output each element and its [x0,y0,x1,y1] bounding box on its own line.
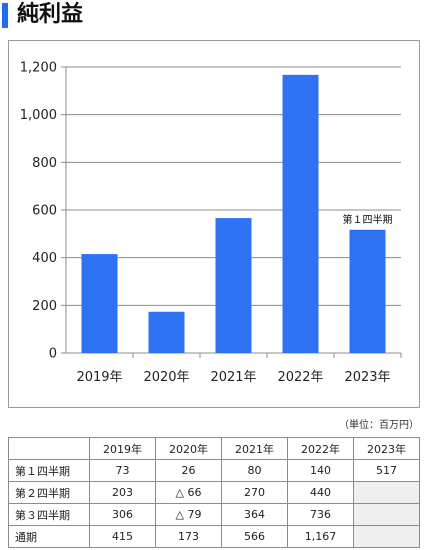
x-tick-label: 2019年 [76,370,122,385]
table-cell: 364 [221,503,288,526]
table-row: 第１四半期 73 26 80 140 517 [8,459,420,482]
table-row-header: 第２四半期 [8,481,90,504]
table-cell [353,525,420,548]
bar-annotation: 第１四半期 [343,213,393,226]
bar-2021年 [215,218,252,353]
bar-2019年 [81,254,118,353]
table-column-header: 2021年 [221,437,288,460]
table-cell: △ 66 [155,481,222,504]
table-row: 第３四半期 306 △ 79 364 736 [8,503,420,526]
table-cell [353,481,420,504]
x-tick-label: 2023年 [344,370,390,385]
data-table: 2019年 2020年 2021年 2022年 2023年 第１四半期 73 26 80 140… [8,437,420,548]
table-cell: 566 [221,525,288,548]
table-cell: 306 [89,503,156,526]
table-column-header: 2019年 [89,437,156,460]
bar-2023年 [349,229,386,353]
y-tick-label: 400 [32,251,57,266]
table-row-header: 第１四半期 [8,459,90,482]
y-tick-label: 600 [32,204,57,219]
table-row: 通期 415 173 566 1,167 [8,525,420,548]
table-row: 第２四半期 203 △ 66 270 440 [8,481,420,504]
table-cell: 736 [287,503,354,526]
table-cell: 140 [287,459,354,482]
y-tick-label: 1,200 [20,61,57,76]
table-row-header: 第３四半期 [8,503,90,526]
table-cell: 415 [89,525,156,548]
table-cell: 73 [89,459,156,482]
table-cell: △ 79 [155,503,222,526]
page-header: 純利益 [0,0,427,30]
table-header-row: 2019年 2020年 2021年 2022年 2023年 [8,437,420,460]
table-cell: 80 [221,459,288,482]
table-cell: 1,167 [287,525,354,548]
x-tick-label: 2021年 [210,370,256,385]
table-column-header: 2022年 [287,437,354,460]
table-cell: 270 [221,481,288,504]
table-column-header: 2023年 [353,437,420,460]
x-tick-label: 2022年 [277,370,323,385]
unit-note: （単位：百万円） [339,420,419,431]
x-tick-label: 2020年 [143,370,189,385]
bar-2022年 [282,74,319,354]
chart-panel: 0 200 400 600 800 1,000 1,200 2019年 2020年 2021年 20… [8,40,420,408]
title-accent-bar [2,3,8,28]
table-cell: 203 [89,481,156,504]
bar-chart: 0 200 400 600 800 1,000 1,200 2019年 2020年 2021年 20… [20,61,402,385]
y-tick-label: 0 [49,347,57,362]
table-cell: 517 [353,459,420,482]
y-tick-label: 800 [32,156,57,171]
table-cell [353,503,420,526]
y-tick-label: 200 [32,299,57,314]
table-corner-cell [8,437,90,460]
bar-2020年 [148,311,185,353]
table-cell: 440 [287,481,354,504]
table-row-header: 通期 [8,525,90,548]
table-cell: 26 [155,459,222,482]
page-title: 純利益 [17,2,84,27]
table-column-header: 2020年 [155,437,222,460]
y-tick-label: 1,000 [20,108,57,123]
table-cell: 173 [155,525,222,548]
